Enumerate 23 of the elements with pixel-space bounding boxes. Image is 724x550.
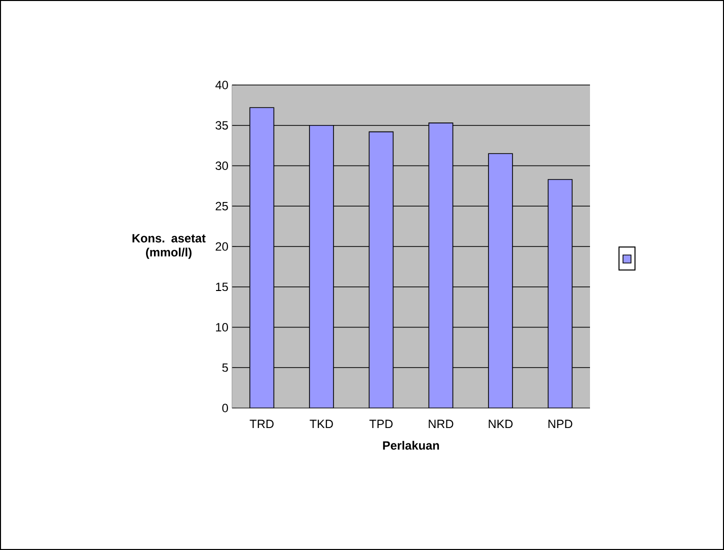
- bar: [368, 131, 394, 408]
- y-tick-label: 15: [216, 282, 228, 292]
- bar: [548, 179, 573, 408]
- y-tick-label: 0: [222, 404, 228, 412]
- bar: [488, 153, 513, 408]
- y-tick-label: 40: [215, 80, 228, 90]
- y-tick-label: 20: [216, 242, 228, 251]
- x-tick-label: NPD: [548, 420, 572, 428]
- x-tick-label: TKD: [310, 420, 333, 428]
- y-tick-label: 25: [216, 202, 228, 210]
- bar: [249, 107, 274, 408]
- x-tick-label: TRD: [250, 420, 274, 428]
- x-tick-label: NRD: [428, 420, 454, 428]
- y-tick-label: 5: [222, 363, 228, 372]
- y-tick-label: 10: [216, 323, 228, 332]
- y-tick-label: 30: [216, 162, 228, 170]
- y-tick-label: 35: [216, 121, 228, 130]
- x-axis-title: Perlakuan: [383, 440, 439, 450]
- bar: [428, 122, 454, 408]
- x-tick-label: NKD: [488, 420, 513, 428]
- bar: [309, 124, 334, 408]
- x-tick-label: TPD: [369, 420, 393, 428]
- y-axis-title: Kons. asetat (mmol/l): [132, 234, 206, 259]
